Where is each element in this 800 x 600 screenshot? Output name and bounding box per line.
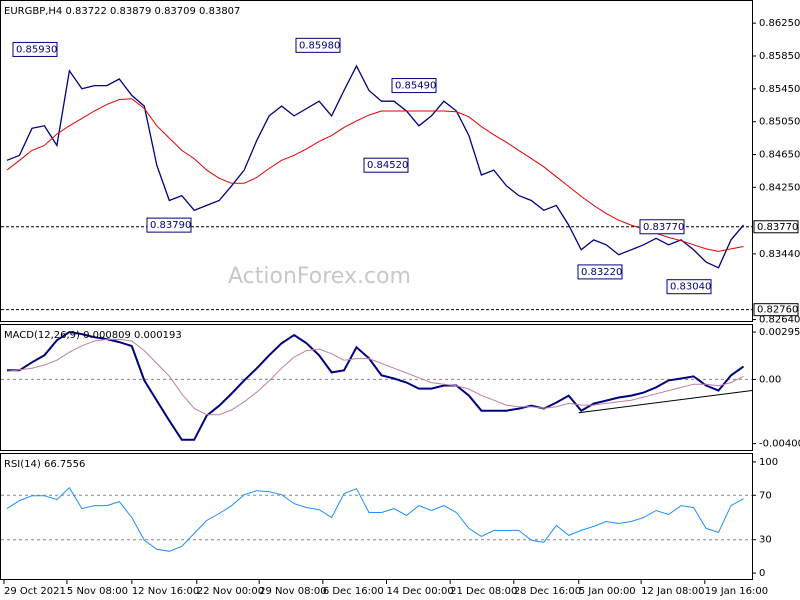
annotation-label: 0.84520 bbox=[367, 160, 408, 171]
y-tick-label: 0.83440 bbox=[759, 249, 800, 260]
trend-line bbox=[578, 389, 753, 414]
x-tick-label: 5 Nov 08:00 bbox=[67, 586, 128, 597]
rsi-pane bbox=[0, 453, 753, 580]
x-tick-label: 12 Jan 08:00 bbox=[641, 586, 704, 597]
y-tick-label: 0.85450 bbox=[759, 84, 800, 95]
x-tick-label: 14 Dec 00:00 bbox=[386, 586, 453, 597]
annotation-label: 0.83040 bbox=[670, 282, 711, 293]
y-tick-label: 0.84250 bbox=[759, 182, 800, 193]
annotation-label: 0.85930 bbox=[16, 44, 57, 55]
y-tick-label: 0.002955 bbox=[759, 327, 800, 338]
annotation-box bbox=[12, 41, 58, 57]
series-line bbox=[6, 98, 744, 252]
x-tick-label: 6 Dec 16:00 bbox=[323, 586, 384, 597]
annotation-label: 0.83220 bbox=[581, 267, 622, 278]
x-tick-label: 29 Nov 08:00 bbox=[259, 586, 326, 597]
x-tick-label: 21 Dec 08:00 bbox=[450, 586, 517, 597]
pane-title: RSI(14) 66.7556 bbox=[4, 459, 85, 470]
annotation-label: 0.83790 bbox=[150, 220, 191, 231]
watermark: ActionForex.com bbox=[228, 264, 411, 289]
price-box-label: 0.82760 bbox=[757, 305, 798, 316]
y-tick-label: 0.84650 bbox=[759, 150, 800, 161]
series-line bbox=[6, 64, 744, 269]
annotation-label: 0.85980 bbox=[299, 40, 340, 51]
y-tick-label: 70 bbox=[759, 490, 772, 501]
series-line bbox=[7, 330, 745, 441]
y-tick-label: 0.85050 bbox=[759, 117, 800, 128]
y-tick-label: 0.85850 bbox=[759, 51, 800, 62]
macd-pane bbox=[0, 324, 753, 451]
price-pane bbox=[0, 0, 753, 322]
annotation-box bbox=[295, 37, 341, 53]
x-tick-label: 22 Nov 00:00 bbox=[197, 586, 264, 597]
pane-title: EURGBP,H4 0.83722 0.83879 0.83709 0.8380… bbox=[4, 6, 240, 17]
x-tick-label: 5 Jan 00:00 bbox=[579, 586, 636, 597]
annotation-box bbox=[577, 264, 623, 280]
y-tick-label: -0.004009 bbox=[759, 439, 800, 450]
price-box bbox=[753, 220, 799, 234]
y-tick-label: 100 bbox=[759, 457, 778, 468]
x-tick-label: 12 Nov 16:00 bbox=[132, 586, 199, 597]
annotation-box bbox=[363, 157, 409, 173]
price-box bbox=[753, 303, 799, 317]
y-tick-label: 30 bbox=[759, 535, 772, 546]
x-tick-label: 28 Dec 16:00 bbox=[514, 586, 581, 597]
annotation-box bbox=[666, 279, 712, 295]
annotation-box bbox=[391, 78, 437, 94]
y-tick-label: 0.86250 bbox=[759, 18, 800, 29]
series-line bbox=[6, 486, 744, 552]
y-tick-label: 0.82640 bbox=[759, 315, 800, 326]
annotation-box bbox=[146, 217, 192, 233]
price-box-label: 0.83770 bbox=[757, 222, 798, 233]
x-tick-label: 29 Oct 2021 bbox=[4, 586, 66, 597]
y-tick-label: 0 bbox=[759, 568, 765, 579]
x-tick-label: 19 Jan 16:00 bbox=[705, 586, 768, 597]
series-line bbox=[6, 338, 744, 416]
annotation-label: 0.83770 bbox=[643, 222, 684, 233]
annotation-box bbox=[639, 219, 685, 235]
annotation-label: 0.85490 bbox=[395, 81, 436, 92]
pane-title: MACD(12,26,9) 0.000809 0.000193 bbox=[4, 330, 182, 341]
y-tick-label: 0.00 bbox=[759, 374, 781, 385]
